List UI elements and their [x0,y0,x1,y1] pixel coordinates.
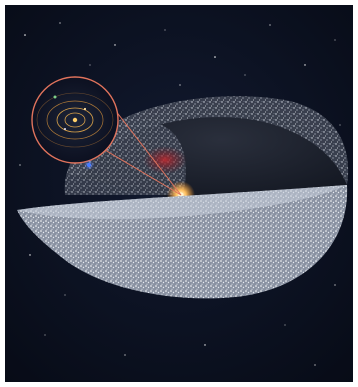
scene-svg [5,5,353,382]
kuiper-orbit [36,92,114,148]
inset-ring [31,76,119,164]
starfield [19,22,341,366]
solar-system-inset [31,76,119,164]
inset-planet-small [83,107,87,111]
inner-orbit [64,112,86,128]
inset-planet-white [64,128,66,130]
middle-orbit [56,107,94,133]
inset-sun [72,117,78,123]
blue-star-halo [84,160,94,170]
oort-shell-back-rim [67,96,349,185]
cut-plane-surface [17,185,347,220]
blue-star [86,162,92,168]
outer-orbit [46,100,104,140]
inset-planet-green [53,95,57,99]
red-nebula [143,146,187,174]
oort-cloud-illustration [5,5,353,382]
inset-connector-lines [104,109,182,196]
